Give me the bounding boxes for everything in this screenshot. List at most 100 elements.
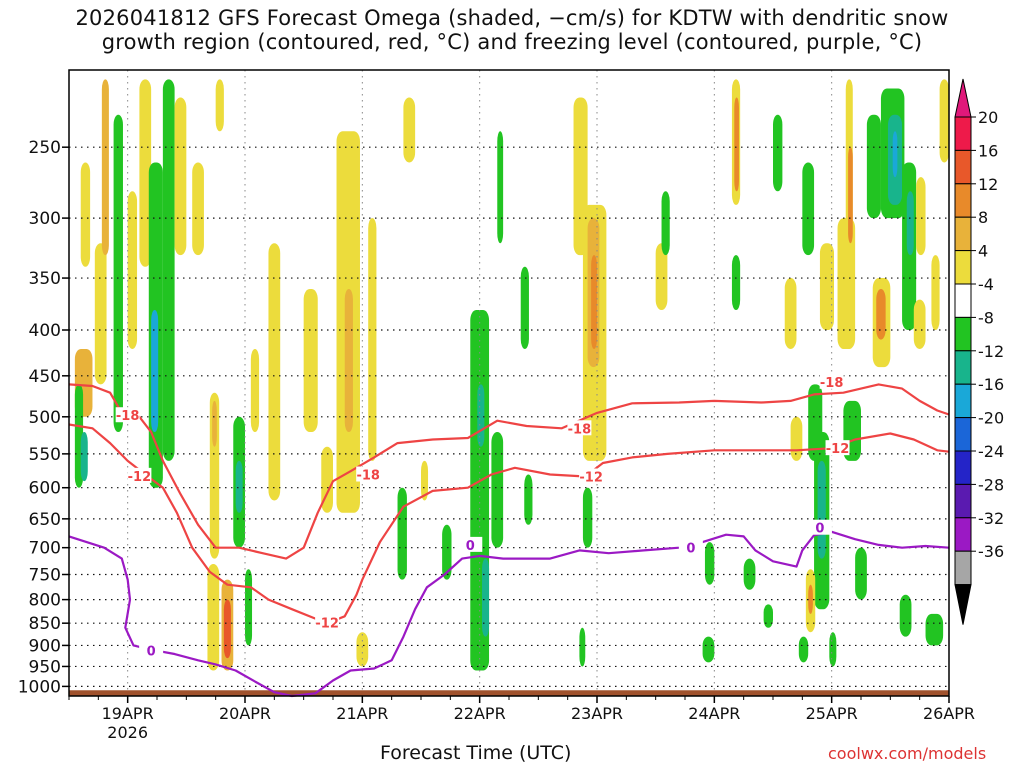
- x-tick-label: 19APR: [102, 704, 154, 723]
- colorbar-swatch: [954, 216, 972, 252]
- contour-label-bg: [315, 614, 340, 630]
- omega-cell: [421, 460, 429, 501]
- omega-cell: [704, 542, 715, 585]
- omega-cell: [876, 289, 886, 340]
- omega-cell: [916, 177, 926, 256]
- contour-label: 0: [686, 542, 695, 557]
- omega-cell: [743, 558, 756, 590]
- x-tick-label: 23APR: [571, 704, 623, 723]
- contour-label: 0: [815, 522, 824, 537]
- x-tick-label: 26APR: [923, 704, 975, 723]
- omega-cell: [524, 474, 533, 525]
- omega-cell: [702, 636, 715, 663]
- colorbar-label: -16: [978, 375, 1004, 394]
- omega-cell: [491, 432, 504, 548]
- omega-cell: [235, 460, 243, 513]
- x-tick-label: 25APR: [806, 704, 858, 723]
- omega-cell: [773, 114, 783, 192]
- colorbar-label: -24: [978, 442, 1004, 461]
- omega-cell: [139, 79, 152, 267]
- colorbar-swatch: [954, 550, 972, 586]
- omega-cell: [931, 255, 940, 330]
- contour-label-bg: [115, 407, 140, 423]
- y-tick-label: 250: [29, 138, 61, 158]
- contour-layer: -18 -18 -18 -18 -12 -12 -12 -12 0 0 0 0: [68, 373, 950, 698]
- omega-cell: [579, 627, 586, 667]
- contour-label: -18: [820, 376, 844, 391]
- omega-cell: [321, 446, 333, 513]
- omega-cell: [939, 79, 949, 163]
- colorbar-swatch: [954, 417, 972, 452]
- omega-cell: [80, 432, 88, 482]
- omega-cell: [829, 632, 837, 667]
- colorbar-swatch: [954, 250, 972, 285]
- x-tick-label: 21APR: [336, 704, 388, 723]
- omega-cell: [763, 604, 773, 628]
- omega-cell: [368, 218, 377, 461]
- contour-label: -18: [568, 422, 592, 437]
- y-tick-label: 450: [29, 367, 61, 387]
- colorbar-swatch: [954, 149, 972, 185]
- omega-cell: [497, 131, 504, 244]
- grid-layer: [69, 70, 950, 696]
- y-tick-label: 500: [29, 408, 61, 428]
- colorbar-label: 12: [978, 175, 998, 194]
- colorbar-arrow-top: [954, 78, 972, 118]
- colorbar-swatch: [954, 350, 972, 385]
- omega-cell: [808, 584, 813, 614]
- colorbar-label: 4: [978, 242, 988, 261]
- y-tick-label: 950: [29, 657, 61, 677]
- omega-cell: [655, 243, 668, 311]
- contour-label-bg: [139, 642, 164, 658]
- contour-label: -18: [116, 409, 140, 424]
- contour-label-bg: [678, 539, 703, 555]
- omega-cell: [215, 79, 224, 132]
- omega-cell: [151, 310, 159, 433]
- colorbar-swatch: [954, 517, 972, 552]
- colorbar-label: -36: [978, 542, 1004, 561]
- omega-cell: [212, 400, 217, 447]
- y-tick-label: 650: [29, 510, 61, 530]
- omega-cell: [94, 243, 107, 385]
- colorbar-label: -4: [978, 275, 994, 294]
- omega-cell: [250, 348, 260, 433]
- colorbar-arrow-bottom: [954, 584, 972, 625]
- omega-cell: [802, 162, 815, 256]
- omega-cell: [819, 243, 835, 330]
- x-tick-sublabel: 2026: [107, 723, 148, 742]
- omega-cell: [925, 613, 944, 646]
- contour-label-bg: [807, 519, 832, 535]
- ground-surface: [69, 690, 949, 696]
- omega-cell: [913, 299, 926, 349]
- omega-cell: [477, 384, 485, 447]
- colorbar-label: 20: [978, 108, 998, 127]
- colorbar-label: -8: [978, 308, 994, 327]
- omega-cell: [344, 289, 353, 433]
- contour-label-bg: [458, 536, 483, 552]
- omega-cell: [101, 79, 109, 256]
- colorbar-label: -20: [978, 409, 1004, 428]
- colorbar-swatch: [954, 450, 972, 485]
- colorbar-legend: 20 16 12 8 4 -4 -8 -12 -16 -20 -24 -28 -32 -36: [954, 78, 1004, 625]
- chart-title-line-2: growth region (contoured, red, °C) and f…: [101, 30, 923, 54]
- chart-title-line-1: 2026041812 GFS Forecast Omega (shaded, −…: [75, 6, 949, 30]
- contour-label-bg: [567, 420, 592, 436]
- contour-label: -12: [579, 471, 603, 486]
- contour-label-bg: [825, 440, 850, 456]
- omega-cell: [906, 191, 914, 256]
- contour-label: -18: [356, 469, 380, 484]
- omega-cell: [356, 632, 369, 667]
- credit-link[interactable]: coolwx.com/models: [828, 744, 987, 763]
- omega-cell: [892, 131, 898, 178]
- omega-cell: [899, 594, 912, 637]
- contour-label: -12: [826, 442, 850, 457]
- x-tick-label: 20APR: [219, 704, 271, 723]
- colorbar-label: -32: [978, 509, 1004, 528]
- colorbar-swatch: [954, 483, 972, 519]
- y-tick-label: 350: [29, 269, 61, 289]
- colorbar-swatch: [954, 116, 972, 151]
- y-tick-label: 800: [29, 591, 61, 611]
- omega-cell: [442, 524, 452, 580]
- omega-cell: [192, 162, 204, 256]
